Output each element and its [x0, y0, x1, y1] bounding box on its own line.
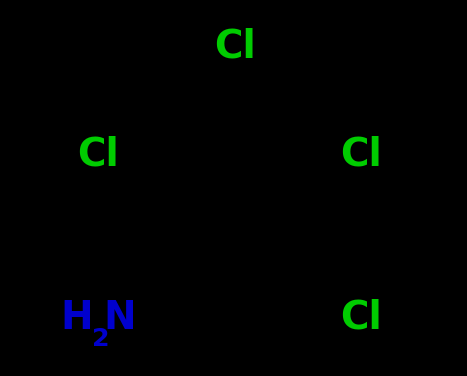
Text: Cl: Cl	[340, 135, 382, 173]
Text: 2: 2	[92, 327, 110, 351]
Text: Cl: Cl	[77, 135, 119, 173]
Text: H: H	[60, 299, 92, 337]
Text: Cl: Cl	[340, 299, 382, 337]
Text: Cl: Cl	[214, 28, 256, 66]
Text: N: N	[103, 299, 135, 337]
